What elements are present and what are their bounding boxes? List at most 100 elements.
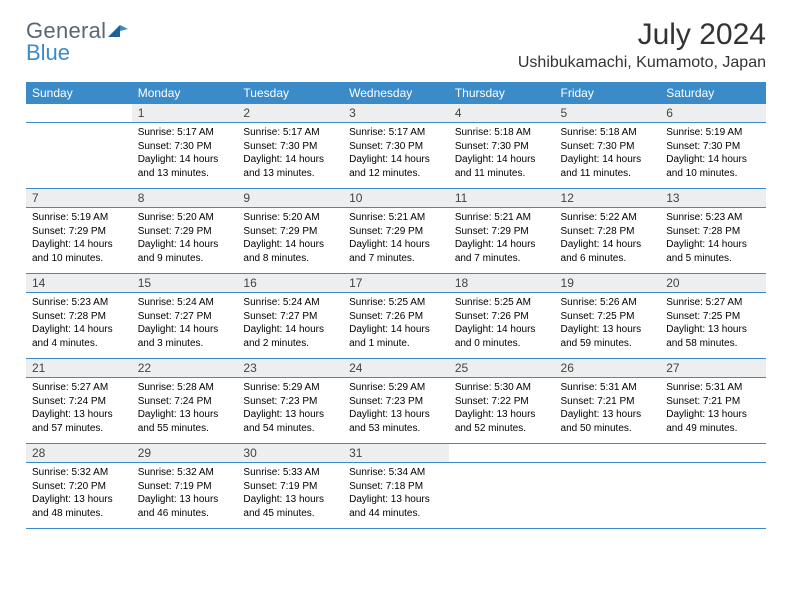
daylight-text-1: Daylight: 13 hours xyxy=(666,408,760,422)
day-number: 25 xyxy=(449,359,555,378)
day-number: 6 xyxy=(660,104,766,123)
day-number: 31 xyxy=(343,444,449,463)
daylight-text-2: and 44 minutes. xyxy=(349,507,443,521)
sunrise-text: Sunrise: 5:21 AM xyxy=(349,211,443,225)
day-number xyxy=(449,444,555,463)
daylight-text-2: and 9 minutes. xyxy=(138,252,232,266)
day-number: 19 xyxy=(555,274,661,293)
day-number: 17 xyxy=(343,274,449,293)
sunset-text: Sunset: 7:29 PM xyxy=(349,225,443,239)
sunset-text: Sunset: 7:24 PM xyxy=(138,395,232,409)
day-details xyxy=(660,463,766,529)
sunrise-text: Sunrise: 5:25 AM xyxy=(455,296,549,310)
day-details: Sunrise: 5:19 AMSunset: 7:29 PMDaylight:… xyxy=(26,208,132,274)
day-details: Sunrise: 5:24 AMSunset: 7:27 PMDaylight:… xyxy=(132,293,238,359)
weekday-header: Wednesday xyxy=(343,82,449,104)
sunrise-text: Sunrise: 5:22 AM xyxy=(561,211,655,225)
brand-blue-wrap: Blue xyxy=(26,40,70,66)
daylight-text-2: and 54 minutes. xyxy=(243,422,337,436)
sunrise-text: Sunrise: 5:23 AM xyxy=(666,211,760,225)
day-details: Sunrise: 5:17 AMSunset: 7:30 PMDaylight:… xyxy=(237,123,343,189)
day-number: 4 xyxy=(449,104,555,123)
sunrise-text: Sunrise: 5:20 AM xyxy=(243,211,337,225)
day-details: Sunrise: 5:24 AMSunset: 7:27 PMDaylight:… xyxy=(237,293,343,359)
title-block: July 2024 Ushibukamachi, Kumamoto, Japan xyxy=(518,18,766,78)
daylight-text-1: Daylight: 14 hours xyxy=(455,238,549,252)
sunset-text: Sunset: 7:23 PM xyxy=(243,395,337,409)
daylight-text-1: Daylight: 14 hours xyxy=(138,238,232,252)
day-number: 12 xyxy=(555,189,661,208)
daylight-text-1: Daylight: 14 hours xyxy=(455,323,549,337)
day-number: 5 xyxy=(555,104,661,123)
day-details: Sunrise: 5:17 AMSunset: 7:30 PMDaylight:… xyxy=(132,123,238,189)
calendar-head: SundayMondayTuesdayWednesdayThursdayFrid… xyxy=(26,82,766,104)
day-number: 27 xyxy=(660,359,766,378)
day-number: 22 xyxy=(132,359,238,378)
sunset-text: Sunset: 7:24 PM xyxy=(32,395,126,409)
detail-row: Sunrise: 5:23 AMSunset: 7:28 PMDaylight:… xyxy=(26,293,766,359)
day-details: Sunrise: 5:20 AMSunset: 7:29 PMDaylight:… xyxy=(132,208,238,274)
sunrise-text: Sunrise: 5:24 AM xyxy=(243,296,337,310)
sunrise-text: Sunrise: 5:24 AM xyxy=(138,296,232,310)
day-number: 24 xyxy=(343,359,449,378)
day-details: Sunrise: 5:31 AMSunset: 7:21 PMDaylight:… xyxy=(660,378,766,444)
day-details: Sunrise: 5:28 AMSunset: 7:24 PMDaylight:… xyxy=(132,378,238,444)
day-details: Sunrise: 5:23 AMSunset: 7:28 PMDaylight:… xyxy=(660,208,766,274)
calendar-table: SundayMondayTuesdayWednesdayThursdayFrid… xyxy=(26,82,766,529)
day-details: Sunrise: 5:17 AMSunset: 7:30 PMDaylight:… xyxy=(343,123,449,189)
daylight-text-1: Daylight: 13 hours xyxy=(561,408,655,422)
sunset-text: Sunset: 7:28 PM xyxy=(666,225,760,239)
daylight-text-1: Daylight: 14 hours xyxy=(349,323,443,337)
sunrise-text: Sunrise: 5:27 AM xyxy=(32,381,126,395)
daylight-text-2: and 45 minutes. xyxy=(243,507,337,521)
flag-icon xyxy=(108,23,128,39)
daylight-text-2: and 10 minutes. xyxy=(32,252,126,266)
daylight-text-1: Daylight: 13 hours xyxy=(32,493,126,507)
header: General July 2024 Ushibukamachi, Kumamot… xyxy=(26,18,766,78)
day-number: 21 xyxy=(26,359,132,378)
day-details: Sunrise: 5:23 AMSunset: 7:28 PMDaylight:… xyxy=(26,293,132,359)
day-details xyxy=(26,123,132,189)
daylight-text-2: and 50 minutes. xyxy=(561,422,655,436)
daylight-text-2: and 11 minutes. xyxy=(561,167,655,181)
day-number: 26 xyxy=(555,359,661,378)
sunrise-text: Sunrise: 5:26 AM xyxy=(561,296,655,310)
location-label: Ushibukamachi, Kumamoto, Japan xyxy=(518,54,766,72)
day-number: 9 xyxy=(237,189,343,208)
daylight-text-1: Daylight: 14 hours xyxy=(243,153,337,167)
sunset-text: Sunset: 7:25 PM xyxy=(666,310,760,324)
sunrise-text: Sunrise: 5:33 AM xyxy=(243,466,337,480)
daylight-text-2: and 12 minutes. xyxy=(349,167,443,181)
day-number: 28 xyxy=(26,444,132,463)
day-details xyxy=(449,463,555,529)
day-details: Sunrise: 5:29 AMSunset: 7:23 PMDaylight:… xyxy=(237,378,343,444)
daylight-text-1: Daylight: 14 hours xyxy=(32,323,126,337)
weekday-header: Saturday xyxy=(660,82,766,104)
daylight-text-2: and 48 minutes. xyxy=(32,507,126,521)
sunrise-text: Sunrise: 5:17 AM xyxy=(138,126,232,140)
sunrise-text: Sunrise: 5:21 AM xyxy=(455,211,549,225)
daylight-text-1: Daylight: 13 hours xyxy=(666,323,760,337)
sunset-text: Sunset: 7:21 PM xyxy=(561,395,655,409)
day-details: Sunrise: 5:33 AMSunset: 7:19 PMDaylight:… xyxy=(237,463,343,529)
day-number: 10 xyxy=(343,189,449,208)
sunset-text: Sunset: 7:22 PM xyxy=(455,395,549,409)
daylight-text-2: and 57 minutes. xyxy=(32,422,126,436)
day-details: Sunrise: 5:32 AMSunset: 7:20 PMDaylight:… xyxy=(26,463,132,529)
weekday-header: Thursday xyxy=(449,82,555,104)
sunset-text: Sunset: 7:20 PM xyxy=(32,480,126,494)
sunset-text: Sunset: 7:21 PM xyxy=(666,395,760,409)
sunset-text: Sunset: 7:30 PM xyxy=(138,140,232,154)
detail-row: Sunrise: 5:32 AMSunset: 7:20 PMDaylight:… xyxy=(26,463,766,529)
weekday-header: Tuesday xyxy=(237,82,343,104)
daylight-text-1: Daylight: 14 hours xyxy=(138,153,232,167)
day-details: Sunrise: 5:22 AMSunset: 7:28 PMDaylight:… xyxy=(555,208,661,274)
daynum-row: 78910111213 xyxy=(26,189,766,208)
sunset-text: Sunset: 7:29 PM xyxy=(243,225,337,239)
day-details: Sunrise: 5:27 AMSunset: 7:25 PMDaylight:… xyxy=(660,293,766,359)
sunrise-text: Sunrise: 5:17 AM xyxy=(349,126,443,140)
daylight-text-1: Daylight: 13 hours xyxy=(349,493,443,507)
day-details: Sunrise: 5:27 AMSunset: 7:24 PMDaylight:… xyxy=(26,378,132,444)
daylight-text-2: and 59 minutes. xyxy=(561,337,655,351)
daylight-text-2: and 11 minutes. xyxy=(455,167,549,181)
